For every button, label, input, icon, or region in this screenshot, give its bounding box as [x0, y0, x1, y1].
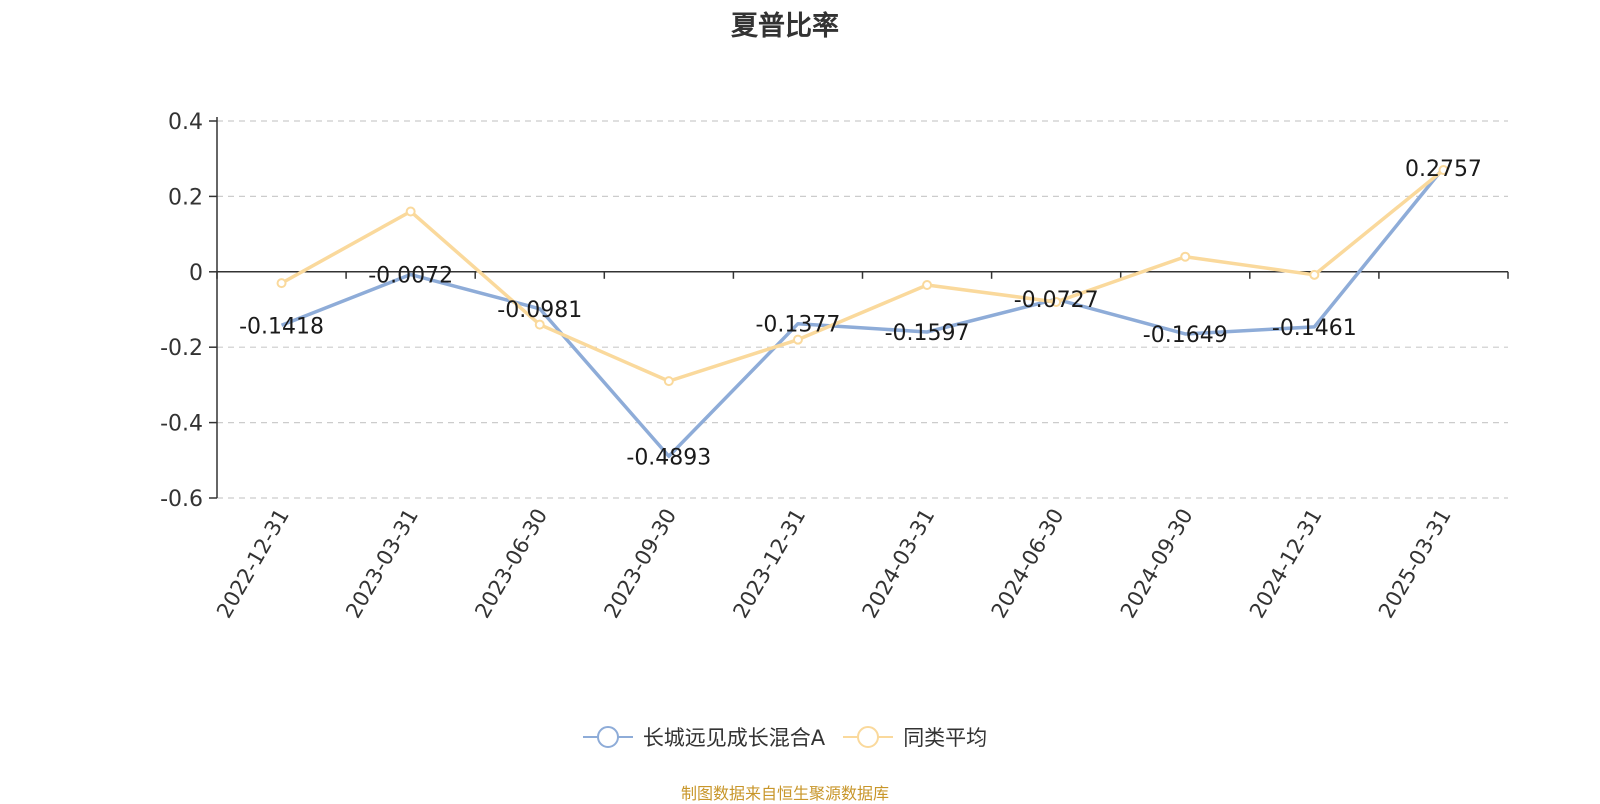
x-tick-label: 2023-03-31	[341, 505, 423, 623]
y-tick-label: 0	[189, 261, 203, 286]
series-point	[1309, 269, 1320, 280]
x-tick-label: 2024-12-31	[1245, 505, 1327, 623]
legend-marker-fund	[582, 726, 633, 748]
series-point	[1051, 296, 1062, 307]
series-point	[792, 334, 803, 345]
series-point	[1180, 251, 1191, 262]
y-tick-label: -0.6	[160, 487, 203, 512]
y-tick-label: -0.4	[160, 412, 203, 437]
data-label: -0.0981	[497, 298, 582, 323]
series-line	[280, 166, 1445, 459]
x-tick-label: 2025-03-31	[1374, 505, 1456, 623]
series-line	[280, 168, 1445, 383]
data-label: -0.4893	[626, 445, 711, 470]
series-point	[276, 278, 287, 289]
series-point	[922, 279, 933, 290]
legend-label-fund: 长城远见成长混合A	[642, 726, 826, 750]
series-point	[1438, 165, 1449, 176]
data-label: 0.2757	[1405, 157, 1482, 182]
data-label: -0.0072	[368, 264, 453, 289]
legend-item-fund[interactable]: 长城远见成长混合A	[582, 722, 826, 752]
x-tick-label: 2024-03-31	[858, 505, 940, 623]
data-label: -0.1649	[1143, 323, 1228, 348]
series-point	[663, 376, 674, 387]
data-label: -0.1461	[1272, 316, 1357, 341]
data-label: -0.1597	[885, 321, 970, 346]
x-tick-label: 2023-06-30	[470, 505, 552, 623]
x-tick-label: 2024-09-30	[1116, 505, 1198, 623]
y-tick-label: 0.2	[168, 185, 203, 210]
x-tick-label: 2022-12-31	[212, 505, 294, 623]
legend-label-peer-average: 同类平均	[903, 726, 988, 750]
x-tick-label: 2023-12-31	[728, 505, 810, 623]
legend-marker-peer-average	[843, 726, 894, 748]
series-point	[534, 319, 545, 330]
data-label: -0.1377	[755, 313, 840, 338]
source-footer: 制图数据来自恒生聚源数据库	[680, 784, 889, 803]
x-tick-label: 2024-06-30	[987, 505, 1069, 623]
series-point	[405, 206, 416, 217]
y-tick-label: -0.2	[160, 336, 203, 361]
x-tick-label: 2023-09-30	[599, 505, 681, 623]
legend-item-peer-average[interactable]: 同类平均	[843, 722, 987, 752]
chart-title: 夏普比率	[731, 11, 839, 42]
y-tick-label: 0.4	[168, 110, 203, 135]
chart-legend: 长城远见成长混合A 同类平均	[0, 722, 1570, 752]
data-label: -0.1418	[239, 314, 324, 339]
data-label: -0.0727	[1014, 288, 1099, 313]
